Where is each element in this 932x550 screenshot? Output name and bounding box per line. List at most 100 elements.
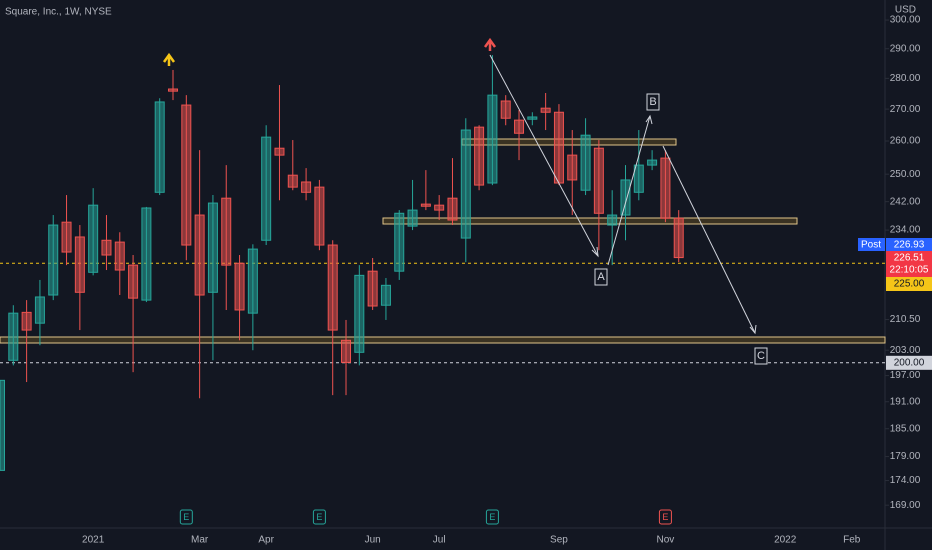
y-tick-label: 179.00 [890, 451, 921, 462]
candle-body [207, 202, 218, 293]
x-tick-label: 2022 [774, 535, 797, 546]
earnings-label: E [316, 512, 322, 522]
candle-body [460, 129, 471, 239]
candle-body [274, 147, 285, 156]
x-tick-label: Mar [191, 535, 209, 546]
y-tick-label: 290.00 [890, 43, 921, 54]
candle-body [181, 104, 192, 246]
last-price-box [886, 251, 932, 277]
post-name: Post [861, 240, 881, 251]
candle-body [341, 339, 352, 363]
y-tick-label: 185.00 [890, 423, 921, 434]
candle-body [8, 312, 19, 361]
candle-body [514, 119, 525, 134]
candle-body [474, 126, 485, 186]
earnings-marker [179, 509, 193, 525]
wave-label-box [754, 347, 768, 365]
arrow-head [591, 246, 599, 258]
candle-body [327, 244, 338, 331]
y-tick-label: 197.00 [890, 370, 921, 381]
chart-title: Square, Inc., 1W, NYSE [5, 7, 112, 18]
candle-body [620, 179, 631, 216]
candle-body [74, 236, 85, 293]
wave-label-box [594, 268, 608, 286]
candle-body [301, 181, 312, 193]
y-tick-label: 270.00 [890, 104, 921, 115]
candle-body [247, 248, 258, 314]
candle-body [88, 204, 99, 273]
candle-body [194, 214, 205, 296]
earnings-marker [485, 509, 499, 525]
post-price-box [886, 238, 932, 251]
candle-body [168, 88, 179, 92]
up-marker [483, 37, 497, 51]
candle-body [567, 154, 578, 181]
candle-body [34, 296, 45, 324]
wave-label: B [649, 96, 656, 108]
arrow [607, 115, 651, 266]
candle-body [407, 209, 418, 227]
candle-body [128, 264, 139, 299]
x-tick-label: Jul [433, 535, 446, 546]
x-tick-label: Feb [843, 535, 861, 546]
wave-label-box [646, 93, 660, 111]
candle-body [394, 212, 405, 272]
y-tick-label: 250.00 [890, 169, 921, 180]
candle-body [540, 107, 551, 113]
candle-body [287, 174, 298, 188]
candle-body [367, 270, 378, 307]
candle-body [48, 224, 59, 296]
y-tick-label: 174.00 [890, 475, 921, 486]
x-tick-label: Apr [258, 535, 274, 546]
y-tick-label: 280.00 [890, 73, 921, 84]
y-tick-label: 234.00 [890, 225, 921, 236]
candle-body [221, 197, 232, 266]
candle-body [660, 157, 671, 219]
arrow-head [749, 324, 757, 335]
candle-body [380, 284, 391, 306]
candle-body [580, 134, 591, 191]
y-tick-label: 169.00 [890, 500, 921, 511]
price-line-box [886, 355, 932, 370]
earnings-label: E [183, 512, 189, 522]
candle-body [154, 101, 165, 193]
candle-body [607, 214, 618, 226]
y-tick-label: 260.00 [890, 136, 921, 147]
earnings-marker [658, 509, 672, 525]
candle-body [673, 217, 684, 259]
y-tick-label: 300.00 [890, 15, 921, 26]
candle-body [647, 159, 658, 166]
price-line-label: 200.00 [894, 357, 925, 368]
candle-body [0, 379, 5, 471]
candle-body [261, 136, 272, 241]
candles [0, 55, 885, 471]
candle-body [234, 262, 245, 311]
wave-label: A [597, 271, 605, 283]
x-tick-label: 2021 [82, 535, 105, 546]
earnings-label: E [662, 512, 668, 522]
x-tick-label: Sep [550, 535, 568, 546]
y-tick-label: 191.00 [890, 396, 921, 407]
post-name-box [858, 238, 885, 251]
plot-area [0, 138, 886, 344]
x-tick-label: Nov [657, 535, 675, 546]
candle-body [487, 94, 498, 184]
earnings-marker [312, 509, 326, 525]
y-tick-label: 242.00 [890, 196, 921, 207]
candle-body [101, 239, 112, 256]
wave-label: C [757, 350, 765, 362]
arrow-head [645, 114, 653, 125]
candle-body [61, 221, 72, 253]
last-price: 226.51 [894, 253, 925, 264]
candle-body [500, 100, 511, 119]
currency: USD [895, 5, 916, 16]
post-price: 226.93 [894, 240, 925, 251]
candle-body [593, 147, 604, 214]
drawings [162, 37, 757, 335]
arrow [662, 145, 756, 334]
candle-body [633, 164, 644, 193]
countdown: 22:10:05 [890, 265, 929, 276]
y-tick-label: 203.00 [890, 345, 921, 356]
